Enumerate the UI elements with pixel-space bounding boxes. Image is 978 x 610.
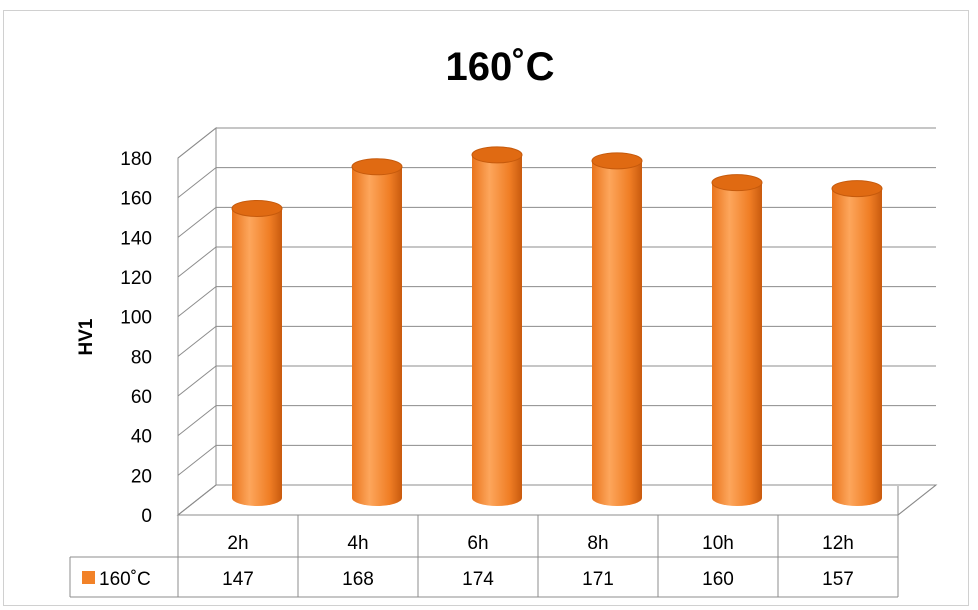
bar-top <box>231 199 283 217</box>
table-value: 147 <box>222 569 254 590</box>
y-tick-label: 180 <box>120 149 152 170</box>
side-wall <box>177 126 217 517</box>
bar-body <box>712 182 762 506</box>
x-tick-label: 2h <box>227 533 248 554</box>
bar-top <box>831 180 883 198</box>
gridline-side <box>177 365 217 397</box>
bar-top <box>591 152 643 170</box>
gridline-side <box>177 444 217 476</box>
bar-top <box>351 158 403 176</box>
x-tick-label: 8h <box>587 533 608 554</box>
x-tick-label: 10h <box>702 533 734 554</box>
gridline-side <box>177 246 217 278</box>
table-value: 171 <box>582 569 614 590</box>
data-table: 2h 147 4h 168 6h 174 8h 171 10h 160 12h 157 160˚C <box>69 484 937 598</box>
y-tick-label: 80 <box>131 347 152 368</box>
y-tick-label: 100 <box>120 308 152 329</box>
x-tick-label: 12h <box>822 533 854 554</box>
y-tick-label: 20 <box>131 466 152 487</box>
bar-4h <box>351 158 403 507</box>
table-value: 160 <box>702 569 734 590</box>
bar-body <box>232 208 282 506</box>
table-value: 168 <box>342 569 374 590</box>
bar-top <box>711 174 763 192</box>
x-tick-label: 4h <box>347 533 368 554</box>
y-axis-ticks: 0 20 40 60 80 100 120 140 160 180 <box>120 149 152 527</box>
bar-12h <box>831 180 883 506</box>
gridline-side <box>177 484 217 516</box>
floor <box>176 484 938 516</box>
bar-10h <box>711 174 763 506</box>
table-value: 174 <box>462 569 494 590</box>
gridline-side <box>177 206 217 238</box>
bars <box>231 146 883 507</box>
gridline-side <box>177 325 217 357</box>
y-tick-label: 0 <box>141 506 152 527</box>
x-tick-label: 6h <box>467 533 488 554</box>
y-tick-label: 140 <box>120 228 152 249</box>
table-value: 157 <box>822 569 854 590</box>
bar-body <box>472 154 522 506</box>
bar-body <box>832 188 882 506</box>
gridline-side <box>177 127 217 159</box>
gridlines <box>177 127 936 516</box>
gridline-side <box>177 405 217 437</box>
bar-6h <box>471 146 523 506</box>
bar-2h <box>231 199 283 506</box>
bar-body <box>592 160 642 506</box>
y-tick-label: 60 <box>131 387 152 408</box>
bar-8h <box>591 152 643 506</box>
plot-walls <box>176 126 938 517</box>
y-tick-label: 120 <box>120 268 152 289</box>
y-tick-label: 40 <box>131 427 152 448</box>
legend-series-name: 160˚C <box>99 569 151 590</box>
bar-top <box>471 146 523 164</box>
y-axis-label: HV1 <box>76 318 97 355</box>
y-tick-label: 160 <box>120 189 152 210</box>
gridline-side <box>177 167 217 199</box>
legend-swatch <box>82 571 95 584</box>
table-border <box>897 484 937 516</box>
gridline-side <box>177 286 217 318</box>
chart-title: 160˚C <box>446 45 555 89</box>
bar-body <box>352 166 402 507</box>
